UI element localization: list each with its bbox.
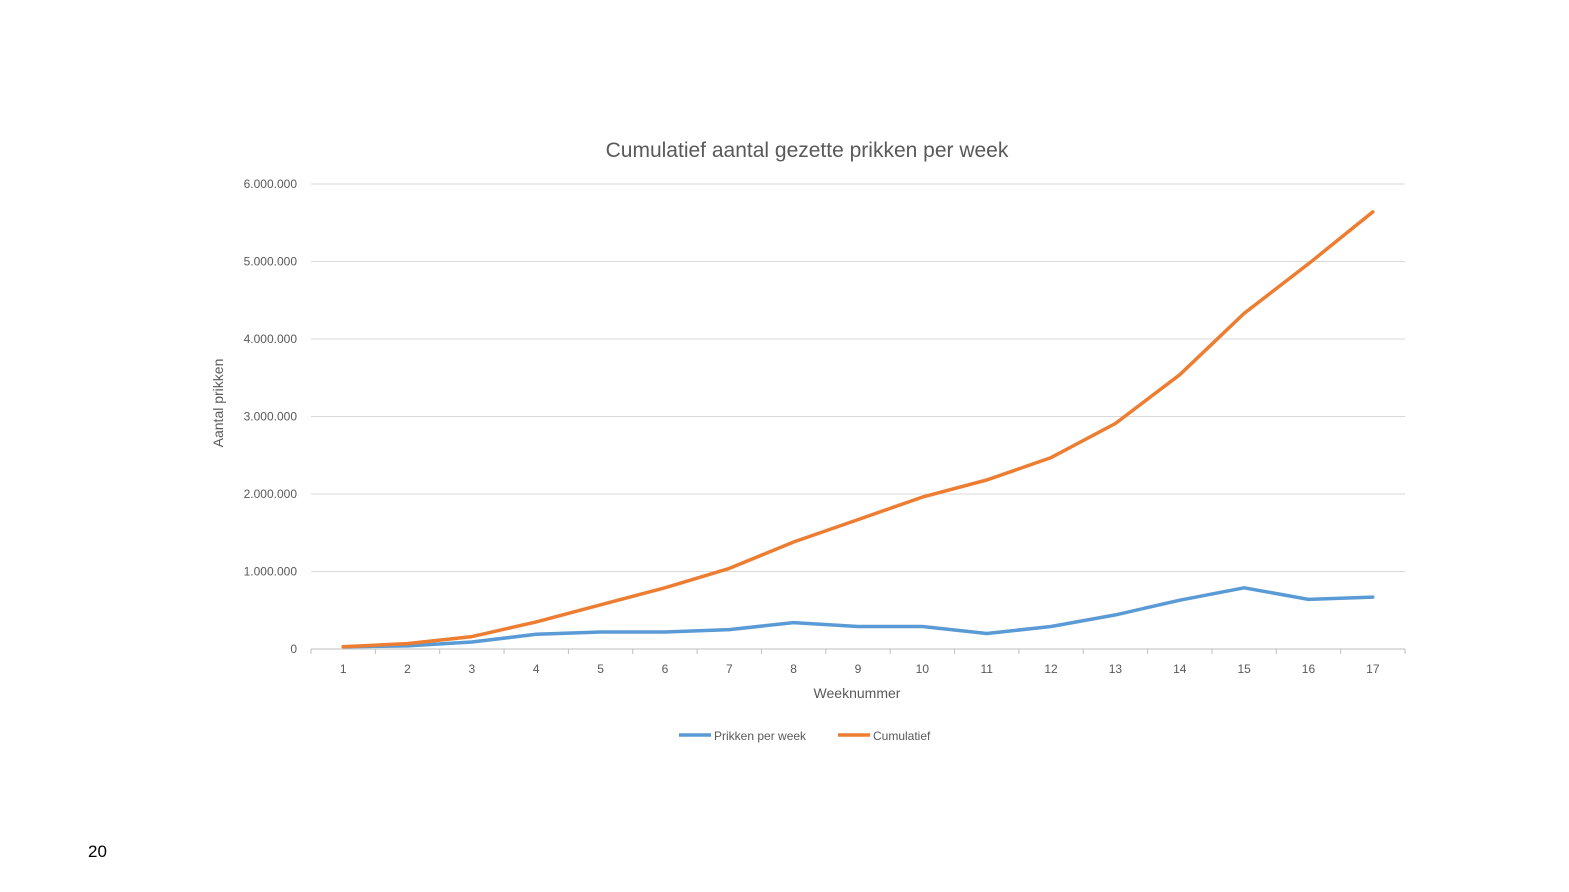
- x-tick-label: 1: [340, 662, 347, 676]
- y-tick-label: 1.000.000: [244, 565, 298, 579]
- series-lines: [341, 210, 1375, 649]
- x-tick-label: 14: [1173, 662, 1187, 676]
- x-tick-label: 15: [1237, 662, 1251, 676]
- y-tick-label: 6.000.000: [244, 177, 298, 191]
- page-number: 20: [88, 842, 107, 861]
- x-tick-label: 8: [790, 662, 797, 676]
- x-tick-label: 6: [662, 662, 669, 676]
- series-line-prikken-per-week: [341, 586, 1375, 649]
- y-tick-label: 0: [290, 642, 297, 656]
- legend-label: Cumulatief: [873, 729, 931, 743]
- x-tick-label: 17: [1366, 662, 1380, 676]
- y-tick-label: 2.000.000: [244, 487, 298, 501]
- x-axis: [310, 648, 1406, 654]
- x-tick-label: 3: [469, 662, 476, 676]
- x-axis-tick-labels: 1 2 3 4 5 6 7 8 9 10 11 12 13 14 15 16 17: [340, 662, 1380, 676]
- legend-label: Prikken per week: [714, 729, 807, 743]
- y-tick-label: 3.000.000: [244, 410, 298, 424]
- chart-title: Cumulatief aantal gezette prikken per we…: [606, 139, 1009, 162]
- x-axis-title: Weeknummer: [814, 685, 901, 701]
- gridlines: [311, 183, 1405, 572]
- x-tick-label: 2: [404, 662, 411, 676]
- y-tick-label: 4.000.000: [244, 332, 298, 346]
- x-tick-label: 16: [1302, 662, 1316, 676]
- y-tick-label: 5.000.000: [244, 255, 298, 269]
- series-line-cumulatief: [341, 210, 1375, 649]
- x-tick-label: 4: [533, 662, 540, 676]
- x-tick-label: 5: [597, 662, 604, 676]
- x-tick-label: 10: [916, 662, 930, 676]
- x-tick-label: 7: [726, 662, 733, 676]
- x-tick-label: 12: [1044, 662, 1058, 676]
- y-axis-tick-labels: 0 1.000.000 2.000.000 3.000.000 4.000.000 5.0…: [244, 177, 298, 656]
- y-axis-title: Aantal prikken: [210, 359, 226, 448]
- legend: Prikken per week Cumulatief: [679, 729, 931, 743]
- x-tick-label: 11: [980, 662, 993, 676]
- x-tick-label: 9: [855, 662, 862, 676]
- x-tick-label: 13: [1109, 662, 1123, 676]
